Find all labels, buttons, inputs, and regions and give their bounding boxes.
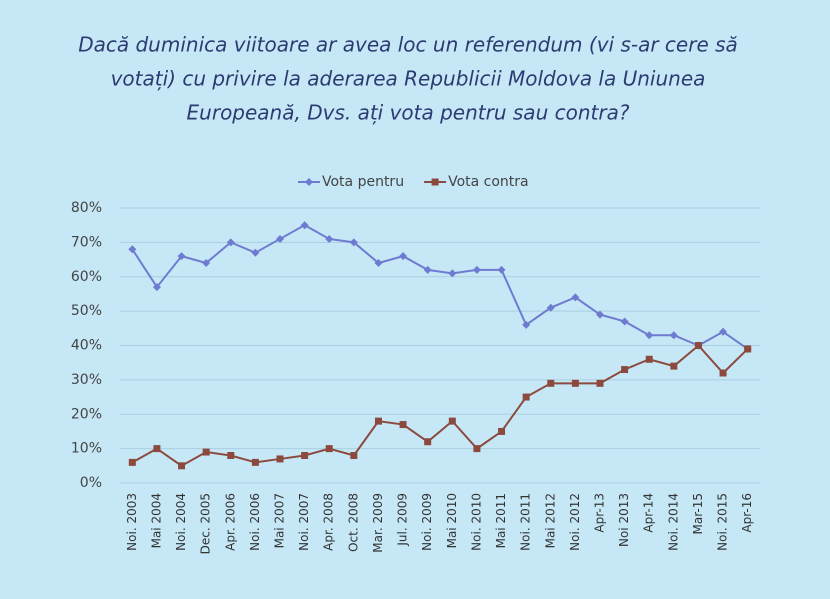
y-tick-label: 40% bbox=[71, 338, 102, 354]
marker bbox=[498, 427, 506, 435]
x-tick-label: Apr-13 bbox=[593, 493, 607, 533]
x-tick-label: Mai 2007 bbox=[273, 493, 287, 548]
title-line: votați) cu privire la aderarea Republici… bbox=[111, 67, 706, 91]
marker bbox=[202, 448, 210, 456]
marker bbox=[300, 221, 309, 230]
marker bbox=[670, 362, 678, 370]
x-tick-label: Mai 2010 bbox=[445, 493, 459, 548]
marker bbox=[669, 331, 678, 340]
y-tick-label: 50% bbox=[71, 303, 102, 319]
x-tick-label: Mai 2004 bbox=[149, 493, 163, 548]
marker bbox=[128, 245, 137, 254]
marker bbox=[153, 445, 161, 453]
title-line: Dacă duminica viitoare ar avea loc un re… bbox=[78, 33, 738, 57]
marker bbox=[744, 345, 752, 353]
x-tick-label: Noi 2013 bbox=[617, 493, 631, 547]
marker bbox=[325, 234, 334, 243]
marker bbox=[473, 445, 481, 453]
marker bbox=[177, 252, 186, 261]
x-tick-label: Mar-15 bbox=[691, 493, 705, 534]
marker bbox=[374, 417, 382, 425]
marker bbox=[620, 317, 629, 326]
marker bbox=[276, 234, 284, 243]
series-line bbox=[131, 224, 749, 350]
title-line: Europeană, Dvs. ați vota pentru sau cont… bbox=[187, 101, 630, 125]
legend-label: Vota contra bbox=[448, 174, 529, 190]
marker bbox=[227, 452, 235, 459]
marker bbox=[399, 421, 407, 429]
x-tick-label: Dec. 2005 bbox=[199, 493, 213, 554]
marker bbox=[251, 248, 260, 257]
x-tick-label: Apr-16 bbox=[740, 493, 754, 533]
marker bbox=[325, 445, 333, 453]
y-tick-label: 0% bbox=[80, 475, 102, 491]
y-tick-label: 10% bbox=[71, 441, 102, 457]
marker bbox=[596, 379, 604, 387]
x-tick-label: Noi. 2014 bbox=[666, 493, 680, 551]
marker bbox=[152, 283, 161, 292]
marker bbox=[448, 417, 456, 425]
x-tick-label: Noi. 2012 bbox=[568, 493, 582, 551]
x-tick-label: Noi. 2007 bbox=[297, 493, 311, 551]
marker bbox=[431, 178, 439, 186]
marker bbox=[202, 259, 211, 267]
marker bbox=[178, 462, 186, 470]
y-tick-label: 60% bbox=[71, 269, 102, 285]
x-tick-label: Apr. 2006 bbox=[223, 493, 237, 551]
legend-label: Vota pentru bbox=[322, 174, 404, 190]
marker bbox=[546, 303, 555, 312]
marker bbox=[374, 259, 383, 267]
x-tick-label: Jul. 2009 bbox=[396, 493, 410, 547]
marker bbox=[571, 293, 580, 302]
marker bbox=[719, 327, 728, 336]
marker bbox=[522, 393, 530, 401]
marker bbox=[448, 269, 457, 278]
marker bbox=[547, 379, 555, 387]
x-tick-label: Apr. 2008 bbox=[322, 493, 336, 551]
x-tick-label: Mai 2011 bbox=[494, 493, 508, 548]
marker bbox=[645, 355, 653, 363]
marker bbox=[621, 366, 629, 374]
x-tick-label: Noi. 2015 bbox=[716, 493, 730, 551]
marker bbox=[350, 452, 358, 459]
marker bbox=[251, 458, 259, 466]
marker bbox=[301, 452, 309, 459]
marker bbox=[424, 438, 432, 446]
x-tick-label: Oct. 2008 bbox=[346, 493, 360, 552]
marker bbox=[596, 310, 604, 319]
x-tick-label: Noi. 2006 bbox=[248, 493, 262, 551]
marker bbox=[349, 238, 358, 247]
marker bbox=[645, 331, 654, 340]
marker bbox=[719, 369, 727, 377]
marker bbox=[276, 455, 284, 463]
y-tick-label: 80% bbox=[71, 200, 102, 216]
marker bbox=[423, 265, 432, 274]
x-tick-label: Apr-14 bbox=[642, 493, 656, 533]
x-tick-label: Noi. 2010 bbox=[469, 493, 483, 551]
y-tick-label: 30% bbox=[71, 372, 102, 388]
marker bbox=[472, 265, 481, 274]
marker bbox=[571, 379, 579, 387]
y-tick-label: 20% bbox=[71, 406, 102, 422]
x-tick-label: Noi. 2003 bbox=[125, 493, 139, 551]
marker bbox=[305, 178, 313, 186]
x-tick-label: Noi. 2009 bbox=[420, 493, 434, 551]
x-tick-label: Noi. 2004 bbox=[174, 493, 188, 551]
y-tick-label: 70% bbox=[71, 234, 102, 250]
marker bbox=[226, 238, 235, 247]
x-tick-label: Noi. 2011 bbox=[519, 493, 533, 551]
marker bbox=[128, 458, 136, 466]
marker bbox=[694, 342, 702, 349]
marker bbox=[497, 265, 506, 274]
x-tick-label: Mar. 2009 bbox=[371, 493, 385, 553]
marker bbox=[522, 320, 531, 329]
x-tick-label: Mai 2012 bbox=[543, 493, 557, 548]
series-line bbox=[131, 344, 749, 467]
marker bbox=[399, 252, 408, 261]
